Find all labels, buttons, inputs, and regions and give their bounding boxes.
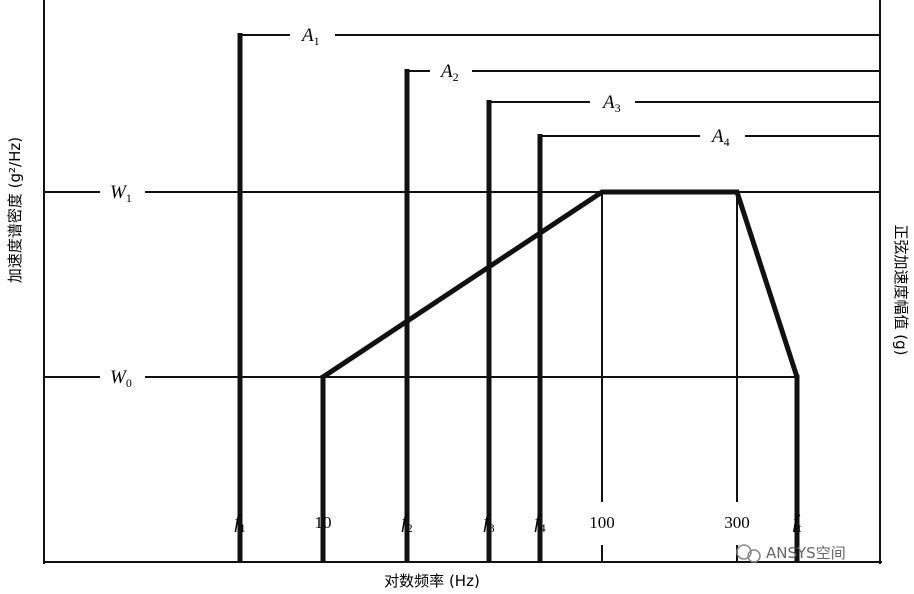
freq-label: 100: [589, 513, 615, 532]
watermark: ANSYS空间: [736, 544, 846, 563]
psd-profile: [321, 189, 800, 380]
sine-lines: [237, 33, 880, 562]
psd-lines: [44, 189, 880, 562]
freq-label: ft: [793, 512, 802, 535]
freq-label: f3: [483, 512, 494, 535]
w-label: W0: [110, 367, 132, 390]
freq-labels: f1 10 f2 f3 f4 100 300 ft: [234, 512, 802, 535]
a-label: A3: [601, 92, 621, 115]
y-right-title: 正弦加速度幅值 (g): [892, 225, 910, 356]
x-axis-title: 对数频率 (Hz): [384, 572, 480, 590]
freq-label: f4: [534, 512, 545, 535]
a-label: A2: [439, 61, 459, 84]
freq-label: f1: [234, 512, 245, 535]
watermark-text: ANSYS空间: [766, 544, 846, 562]
frame: [43, 0, 882, 564]
a-label: A4: [710, 126, 730, 149]
y-left-title: 加速度谱密度 (g²/Hz): [6, 137, 24, 283]
a-label: A1: [300, 25, 320, 48]
freq-label: f2: [401, 512, 412, 535]
watermark-icon: [747, 549, 761, 563]
w-label: W1: [110, 182, 132, 205]
watermark-icon: [736, 544, 752, 560]
freq-label: 10: [315, 513, 332, 532]
freq-label: 300: [724, 513, 750, 532]
